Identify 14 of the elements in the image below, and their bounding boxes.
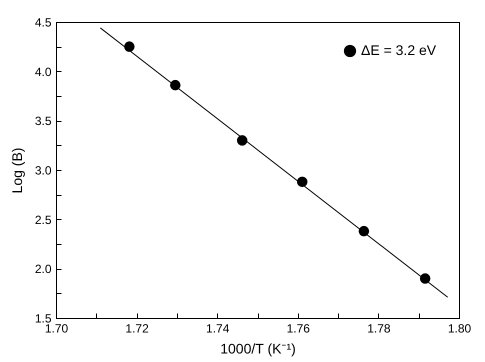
y-tick-label: 4.0 — [34, 64, 52, 79]
y-tick-label: 3.0 — [34, 164, 52, 178]
y-tick-label: 2.0 — [34, 262, 52, 276]
x-tick-label: 1.78 — [367, 322, 391, 336]
legend-label: ΔE = 3.2 eV — [361, 42, 437, 58]
x-tick-label: 1.80 — [448, 322, 472, 336]
x-tick-label: 1.72 — [125, 322, 150, 336]
x-axis-title: 1000/T (K⁻¹) — [220, 340, 296, 356]
y-tick-label: 3.5 — [34, 114, 52, 128]
x-tick-label: 1.74 — [206, 322, 230, 336]
y-tick-label: 2.5 — [34, 212, 52, 227]
x-tick-label: 1.76 — [286, 322, 310, 336]
y-tick-label: 4.5 — [34, 16, 52, 30]
y-axis-title: Log (B) — [8, 148, 25, 194]
